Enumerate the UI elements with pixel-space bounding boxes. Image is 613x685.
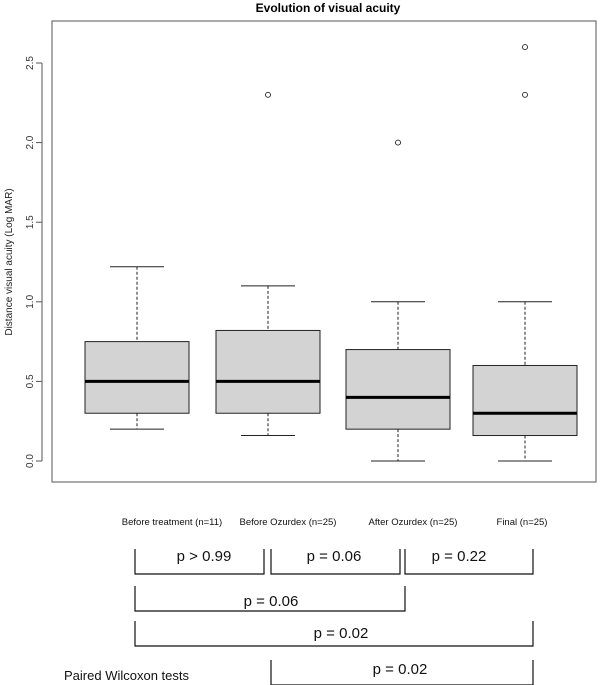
y-tick-label: 1.0 xyxy=(25,294,36,308)
plot-frame xyxy=(51,20,597,483)
comparison-bracket xyxy=(134,549,265,575)
y-axis-label: Distance visual acuity (Log MAR) xyxy=(4,188,15,335)
p-value-label: p = 0.22 xyxy=(432,548,487,565)
comparison-bracket xyxy=(404,549,534,575)
outlier-point xyxy=(395,139,401,146)
box-iqr xyxy=(84,341,190,414)
box-iqr xyxy=(215,329,321,414)
comparison-bracket xyxy=(134,586,406,612)
box-iqr xyxy=(345,349,451,430)
y-axis: 0.0 0.5 1.0 1.5 2.0 2.5 xyxy=(25,56,43,468)
p-value-label: p = 0.06 xyxy=(244,593,299,610)
y-tick-label: 0.5 xyxy=(25,374,36,388)
boxes-group xyxy=(84,44,578,462)
comparison-bracket xyxy=(270,549,401,575)
outlier-point xyxy=(522,91,528,98)
test-note: Paired Wilcoxon tests xyxy=(64,668,189,683)
category-label: After Ozurdex (n=25) xyxy=(369,517,458,528)
outlier-point xyxy=(522,44,528,51)
comparison-bracket xyxy=(270,660,534,685)
box-iqr xyxy=(472,364,578,437)
y-tick-label: 1.5 xyxy=(25,215,36,229)
y-tick-label: 2.0 xyxy=(25,135,36,149)
p-value-label: p > 0.99 xyxy=(177,548,232,565)
p-value-label: p = 0.02 xyxy=(314,625,369,642)
category-label: Final (n=25) xyxy=(497,517,548,528)
p-value-label: p = 0.06 xyxy=(307,548,362,565)
comparison-brackets: p > 0.99 p = 0.06 p = 0.22 p = 0.06 p = 0.02… xyxy=(134,548,534,685)
category-labels: Before treatment (n=11) Before Ozurdex (n… xyxy=(122,517,548,528)
category-label: Before treatment (n=11) xyxy=(122,517,222,528)
chart-title: Evolution of visual acuity xyxy=(256,1,401,15)
comparison-bracket xyxy=(134,621,534,647)
category-label: Before Ozurdex (n=25) xyxy=(240,517,337,528)
y-tick-label: 0.0 xyxy=(25,454,36,468)
outlier-point xyxy=(265,91,271,98)
y-tick-label: 2.5 xyxy=(25,56,36,70)
p-value-label: p = 0.02 xyxy=(373,661,428,678)
